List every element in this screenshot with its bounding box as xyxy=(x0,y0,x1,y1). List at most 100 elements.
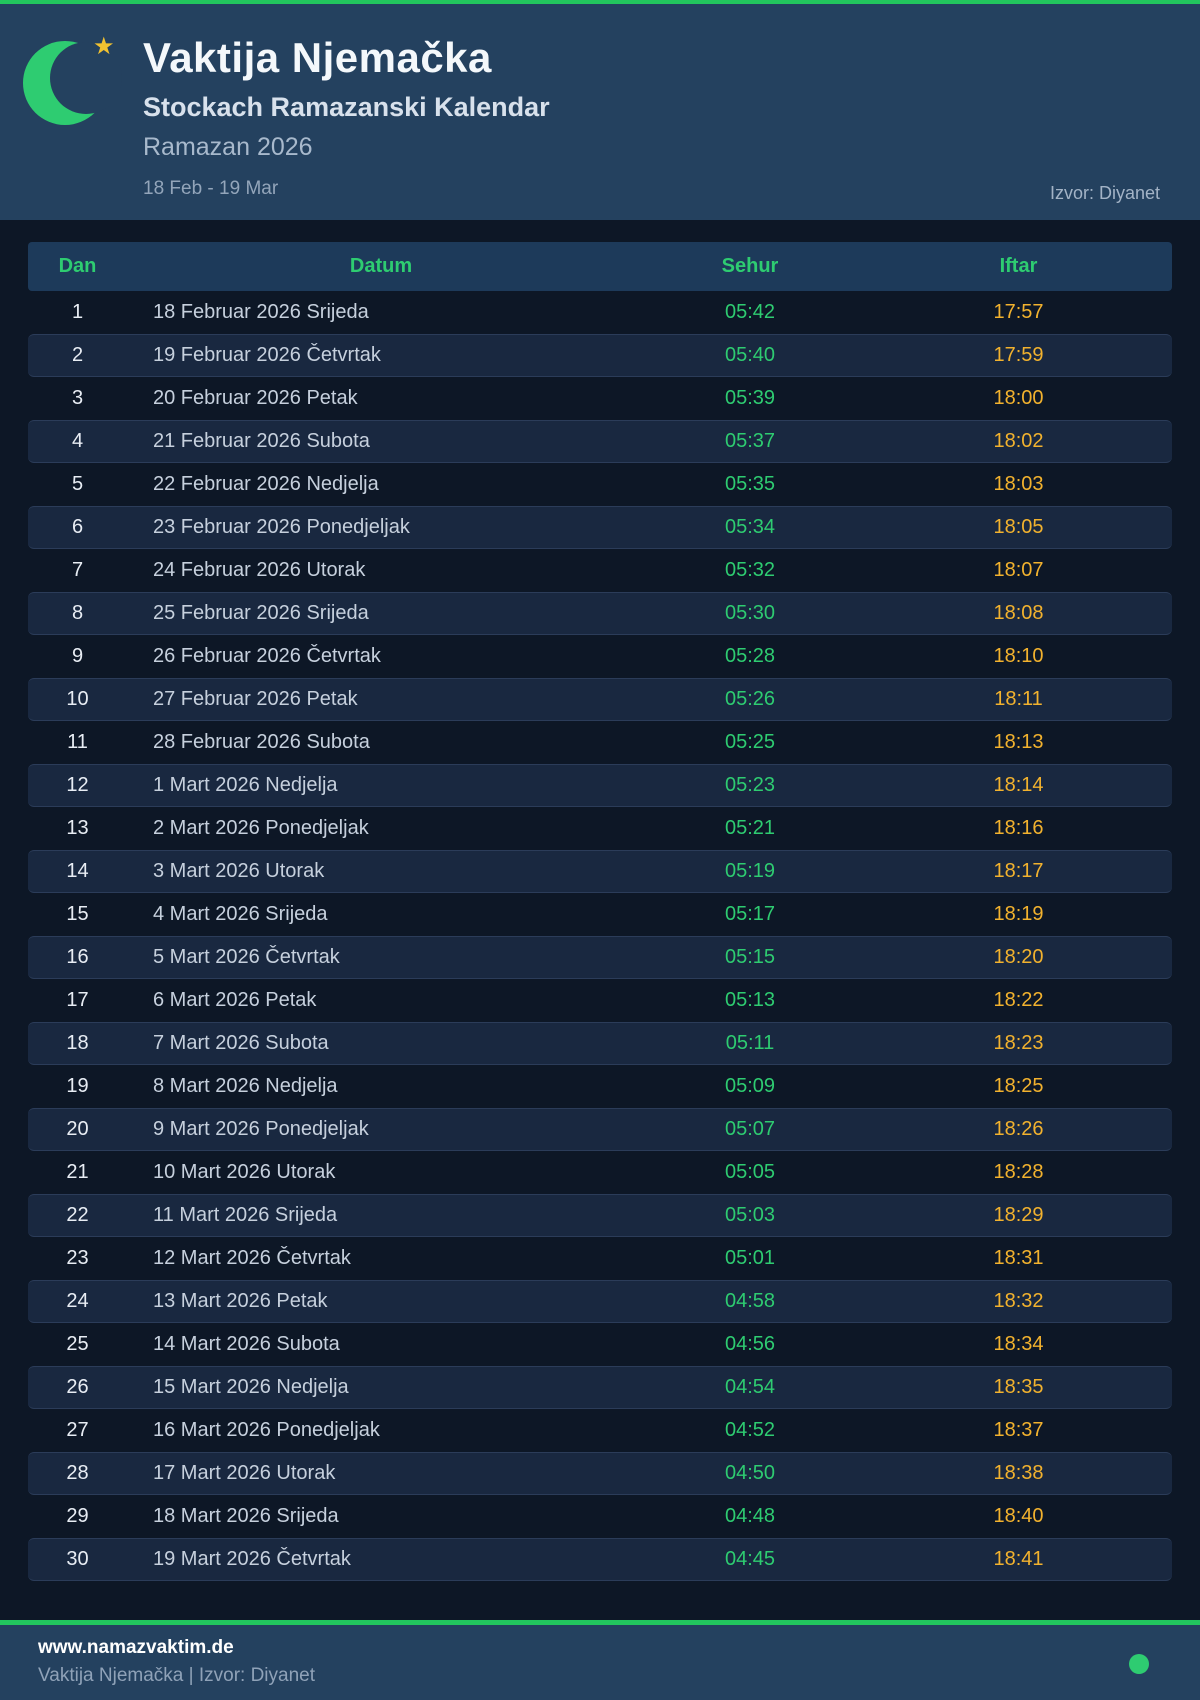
table-row: 30 19 Mart 2026 Četvrtak 04:45 18:41 xyxy=(28,1538,1172,1581)
row-dan: 7 xyxy=(71,559,84,581)
source-label: Izvor: Diyanet xyxy=(1049,183,1160,203)
row-sehur: 05:19 xyxy=(724,860,776,882)
row-dan: 24 xyxy=(66,1290,89,1312)
star-icon: ★ xyxy=(93,33,115,60)
row-iftar: 18:08 xyxy=(993,602,1044,624)
row-sehur: 05:37 xyxy=(724,430,776,452)
row-iftar: 18:40 xyxy=(993,1505,1044,1527)
row-datum: 17 Mart 2026 Utorak xyxy=(153,1462,336,1484)
row-iftar: 18:16 xyxy=(993,817,1044,839)
row-iftar: 18:23 xyxy=(993,1032,1044,1054)
row-iftar: 18:20 xyxy=(993,946,1044,968)
row-iftar: 18:28 xyxy=(993,1161,1044,1183)
row-sehur: 04:45 xyxy=(724,1548,776,1570)
row-sehur: 04:58 xyxy=(724,1290,776,1312)
row-iftar: 18:35 xyxy=(993,1376,1044,1398)
table-row: 3 20 Februar 2026 Petak 05:39 18:00 xyxy=(28,377,1172,420)
row-iftar: 18:41 xyxy=(993,1548,1044,1570)
row-dan: 16 xyxy=(66,946,89,968)
table-row: 13 2 Mart 2026 Ponedjeljak 05:21 18:16 xyxy=(28,807,1172,850)
row-dan: 21 xyxy=(66,1161,89,1183)
row-datum: 23 Februar 2026 Ponedjeljak xyxy=(153,516,410,538)
row-sehur: 05:30 xyxy=(724,602,776,624)
row-sehur: 05:11 xyxy=(725,1032,775,1054)
row-iftar: 18:13 xyxy=(993,731,1044,753)
table-row: 9 26 Februar 2026 Četvrtak 05:28 18:10 xyxy=(28,635,1172,678)
row-dan: 1 xyxy=(71,301,84,323)
table-row: 6 23 Februar 2026 Ponedjeljak 05:34 18:05 xyxy=(28,506,1172,549)
crescent-moon-icon xyxy=(23,41,122,125)
row-sehur: 05:25 xyxy=(724,731,776,753)
row-dan: 28 xyxy=(66,1462,89,1484)
row-sehur: 05:34 xyxy=(724,516,776,538)
table-row: 11 28 Februar 2026 Subota 05:25 18:13 xyxy=(28,721,1172,764)
green-dot-icon xyxy=(1129,1654,1149,1674)
row-sehur: 05:23 xyxy=(724,774,776,796)
prayer-times-table: Dan Datum Sehur Iftar 1 18 Februar 2026 S… xyxy=(28,242,1172,1581)
row-sehur: 05:32 xyxy=(724,559,776,581)
row-dan: 5 xyxy=(71,473,84,495)
row-dan: 18 xyxy=(66,1032,89,1054)
row-iftar: 18:00 xyxy=(993,387,1044,409)
row-iftar: 17:59 xyxy=(993,344,1044,366)
row-dan: 14 xyxy=(66,860,89,882)
row-dan: 22 xyxy=(66,1204,89,1226)
table-row: 29 18 Mart 2026 Srijeda 04:48 18:40 xyxy=(28,1495,1172,1538)
row-iftar: 18:05 xyxy=(993,516,1044,538)
row-datum: 3 Mart 2026 Utorak xyxy=(153,860,325,882)
website-label: www.namazvaktim.de xyxy=(38,1637,234,1658)
row-iftar: 18:26 xyxy=(993,1118,1044,1140)
row-datum: 10 Mart 2026 Utorak xyxy=(153,1161,336,1183)
row-iftar: 18:03 xyxy=(993,473,1044,495)
row-iftar: 18:17 xyxy=(993,860,1044,882)
row-dan: 30 xyxy=(66,1548,89,1570)
row-sehur: 05:39 xyxy=(724,387,776,409)
row-datum: 24 Februar 2026 Utorak xyxy=(153,559,366,581)
row-dan: 29 xyxy=(66,1505,89,1527)
row-datum: 19 Februar 2026 Četvrtak xyxy=(153,344,381,366)
row-dan: 17 xyxy=(66,989,89,1011)
row-iftar: 18:10 xyxy=(993,645,1044,667)
row-datum: 16 Mart 2026 Ponedjeljak xyxy=(153,1419,380,1441)
row-dan: 13 xyxy=(66,817,89,839)
main-content: Dan Datum Sehur Iftar 1 18 Februar 2026 S… xyxy=(0,220,1200,1620)
row-sehur: 05:17 xyxy=(724,903,776,925)
table-row: 26 15 Mart 2026 Nedjelja 04:54 18:35 xyxy=(28,1366,1172,1409)
row-dan: 27 xyxy=(66,1419,89,1441)
table-row: 4 21 Februar 2026 Subota 05:37 18:02 xyxy=(28,420,1172,463)
table-body: 1 18 Februar 2026 Srijeda 05:42 17:57 2 19 Fe… xyxy=(28,291,1172,1581)
row-datum: 2 Mart 2026 Ponedjeljak xyxy=(153,817,369,839)
row-iftar: 18:11 xyxy=(994,688,1043,710)
row-iftar: 18:14 xyxy=(993,774,1044,796)
row-sehur: 05:13 xyxy=(724,989,776,1011)
row-datum: 22 Februar 2026 Nedjelja xyxy=(153,473,379,495)
table-row: 24 13 Mart 2026 Petak 04:58 18:32 xyxy=(28,1280,1172,1323)
row-dan: 8 xyxy=(71,602,84,624)
row-dan: 11 xyxy=(67,731,88,753)
row-datum: 18 Februar 2026 Srijeda xyxy=(153,301,369,323)
table-row: 10 27 Februar 2026 Petak 05:26 18:11 xyxy=(28,678,1172,721)
table-row: 21 10 Mart 2026 Utorak 05:05 18:28 xyxy=(28,1151,1172,1194)
row-sehur: 05:40 xyxy=(724,344,776,366)
row-dan: 15 xyxy=(66,903,89,925)
table-row: 27 16 Mart 2026 Ponedjeljak 04:52 18:37 xyxy=(28,1409,1172,1452)
row-datum: 13 Mart 2026 Petak xyxy=(153,1290,328,1312)
row-dan: 6 xyxy=(71,516,84,538)
table-row: 8 25 Februar 2026 Srijeda 05:30 18:08 xyxy=(28,592,1172,635)
row-iftar: 18:29 xyxy=(993,1204,1044,1226)
table-row: 14 3 Mart 2026 Utorak 05:19 18:17 xyxy=(28,850,1172,893)
row-dan: 2 xyxy=(71,344,84,366)
row-sehur: 04:52 xyxy=(724,1419,776,1441)
row-datum: 4 Mart 2026 Srijeda xyxy=(153,903,328,925)
row-iftar: 18:34 xyxy=(993,1333,1044,1355)
period-title: Ramazan 2026 xyxy=(143,133,313,162)
table-row: 17 6 Mart 2026 Petak 05:13 18:22 xyxy=(28,979,1172,1022)
row-sehur: 05:01 xyxy=(724,1247,776,1269)
row-sehur: 05:05 xyxy=(724,1161,776,1183)
table-row: 23 12 Mart 2026 Četvrtak 05:01 18:31 xyxy=(28,1237,1172,1280)
row-sehur: 05:26 xyxy=(724,688,776,710)
row-iftar: 18:38 xyxy=(993,1462,1044,1484)
table-row: 2 19 Februar 2026 Četvrtak 05:40 17:59 xyxy=(28,334,1172,377)
row-iftar: 18:22 xyxy=(993,989,1044,1011)
row-iftar: 18:19 xyxy=(993,903,1044,925)
